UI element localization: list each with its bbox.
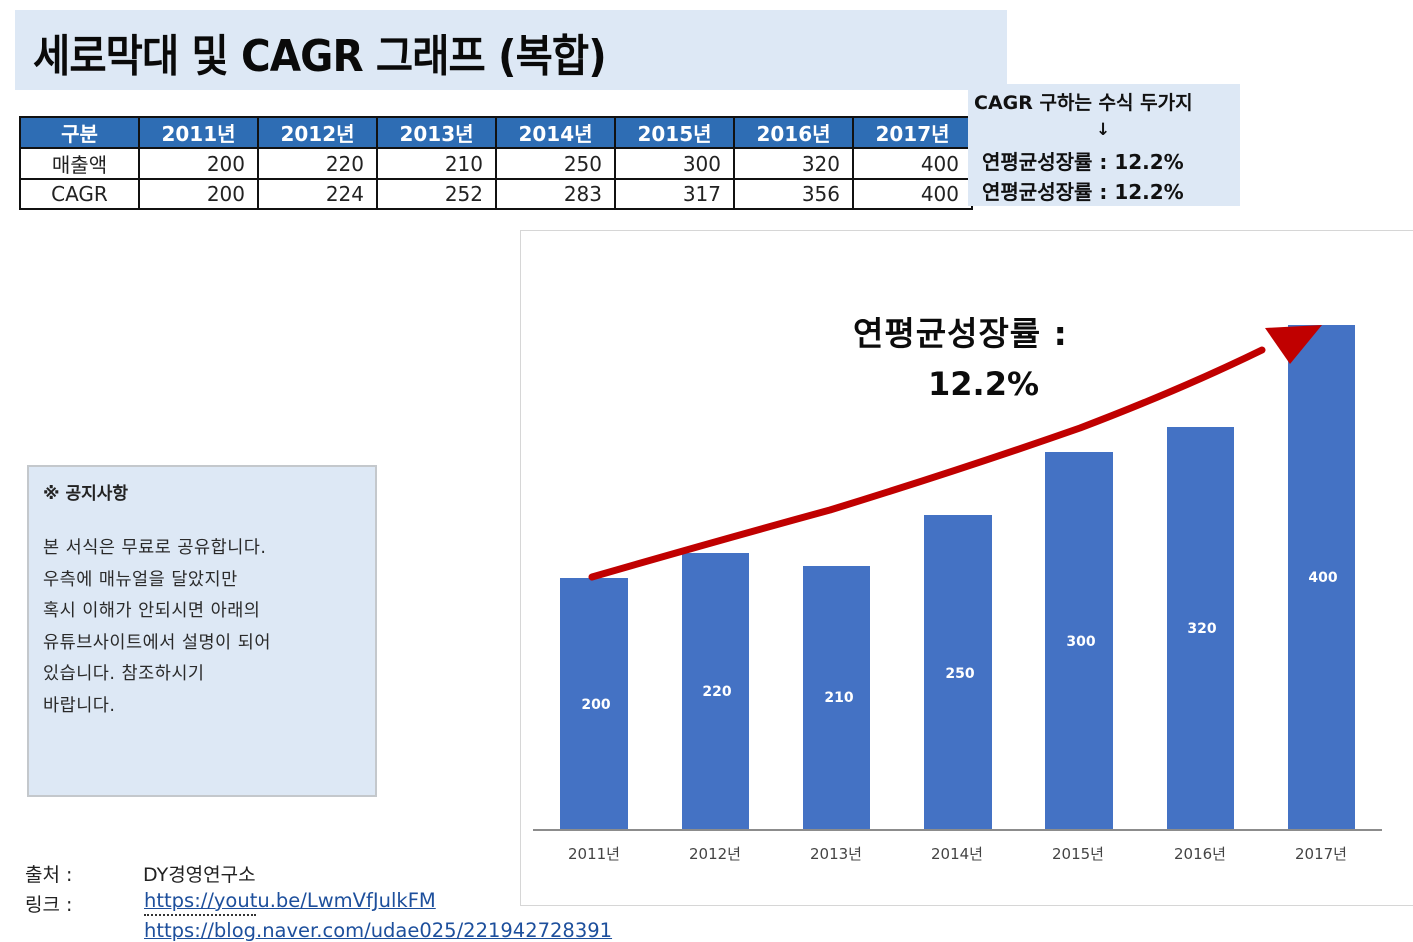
table-header-year: 2016년 <box>733 116 854 149</box>
title-banner: 세로막대 및 CAGR 그래프 (복합) <box>15 10 1007 90</box>
bar-2011 <box>560 578 628 830</box>
bar-2014 <box>924 515 992 830</box>
cagr-result-2: 연평균성장률 : 12.2% <box>982 180 1184 204</box>
data-labels: 200 220 210 250 300 320 400 <box>581 570 1337 713</box>
bar-2012 <box>682 553 749 830</box>
table-cell: 356 <box>733 178 854 210</box>
page-title: 세로막대 및 CAGR 그래프 (복합) <box>33 31 607 82</box>
link-underline-divider <box>144 914 256 916</box>
cagr-formula-heading: CAGR 구하는 수식 두가지 <box>974 92 1193 114</box>
table-header-row: 구분 2011년 2012년 2013년 2014년 2015년 2016년 2… <box>19 116 973 149</box>
chart-annotation-value: 12.2% <box>928 365 1040 403</box>
table-cell: 200 <box>138 147 259 180</box>
bar-2015 <box>1045 452 1113 830</box>
row-label: CAGR <box>19 178 140 210</box>
table-header-category: 구분 <box>19 116 140 149</box>
arrowhead-icon <box>1265 325 1322 364</box>
x-tick-label: 2013년 <box>810 845 862 863</box>
table-cell: 320 <box>733 147 854 180</box>
source-value: DY경영연구소 <box>143 864 256 886</box>
blog-link[interactable]: https://blog.naver.com/udae025/221942728… <box>144 919 613 942</box>
table-cell: 210 <box>376 147 497 180</box>
table-header-year: 2017년 <box>852 116 973 149</box>
table-cell: 224 <box>257 178 378 210</box>
link-label: 링크 : <box>25 894 73 916</box>
data-label: 200 <box>581 697 610 713</box>
x-axis-labels: 2011년 2012년 2013년 2014년 2015년 2016년 2017… <box>568 845 1347 863</box>
data-label: 220 <box>702 684 731 700</box>
data-label: 320 <box>1187 621 1216 637</box>
table-cell: 283 <box>495 178 616 210</box>
table-cell: 250 <box>495 147 616 180</box>
table-cell: 317 <box>614 178 735 210</box>
cagr-trend-arrow <box>588 346 1266 581</box>
cagr-formula-box <box>968 84 1240 206</box>
bars <box>560 325 1355 830</box>
table-header-year: 2014년 <box>495 116 616 149</box>
source-label: 출처 : <box>25 864 73 886</box>
x-tick-label: 2011년 <box>568 845 620 863</box>
x-tick-label: 2015년 <box>1052 845 1104 863</box>
table-cell: 200 <box>138 178 259 210</box>
table-cell: 300 <box>614 147 735 180</box>
bar-2016 <box>1167 427 1234 830</box>
youtube-link[interactable]: https://youtu.be/LwmVfJulkFM <box>144 889 436 912</box>
table-cell: 400 <box>852 178 973 210</box>
table-row-revenue: 매출액 200 220 210 250 300 320 400 <box>19 147 973 180</box>
table-cell: 220 <box>257 147 378 180</box>
notice-body: 본 서식은 무료로 공유합니다. 우측에 매뉴얼을 달았지만 혹시 이해가 안되… <box>43 538 271 716</box>
source-row: 출처 : DY경영연구소 <box>25 860 256 887</box>
cagr-result-1: 연평균성장률 : 12.2% <box>982 150 1184 174</box>
notice-title: ※ 공지사항 <box>43 484 129 504</box>
data-label: 300 <box>1066 634 1095 650</box>
x-tick-label: 2014년 <box>931 845 983 863</box>
table-header-year: 2012년 <box>257 116 378 149</box>
x-tick-label: 2016년 <box>1174 845 1226 863</box>
bar-2013 <box>803 566 870 830</box>
row-label: 매출액 <box>19 147 140 180</box>
x-tick-label: 2012년 <box>689 845 741 863</box>
data-label: 400 <box>1308 570 1337 586</box>
data-label: 250 <box>945 666 974 682</box>
table-header-year: 2015년 <box>614 116 735 149</box>
notice-box: ※ 공지사항 본 서식은 무료로 공유합니다. 우측에 매뉴얼을 달았지만 혹시… <box>27 465 377 797</box>
table-cell: 400 <box>852 147 973 180</box>
down-arrow-icon: ↓ <box>1096 120 1111 140</box>
x-tick-label: 2017년 <box>1295 845 1347 863</box>
table-cell: 252 <box>376 178 497 210</box>
table-header-year: 2013년 <box>376 116 497 149</box>
data-table: 구분 2011년 2012년 2013년 2014년 2015년 2016년 2… <box>19 116 973 210</box>
table-header-year: 2011년 <box>138 116 259 149</box>
data-label: 210 <box>824 690 853 706</box>
bar-2017 <box>1288 325 1355 830</box>
table-row-cagr: CAGR 200 224 252 283 317 356 400 <box>19 178 973 210</box>
chart-annotation-label: 연평균성장률 : <box>853 314 1068 353</box>
